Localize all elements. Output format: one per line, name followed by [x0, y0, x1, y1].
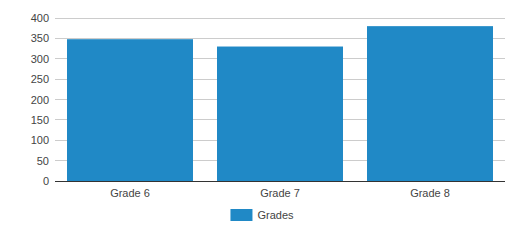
x-axis-line — [55, 181, 505, 182]
legend-label: Grades — [257, 209, 294, 221]
y-tick-label: 150 — [31, 114, 49, 126]
x-tick-label: Grade 6 — [110, 187, 150, 199]
y-tick-label: 200 — [31, 94, 49, 106]
chart-container: 0 50 100 150 200 250 300 350 400 Grade 6 Grade 7 Gr… — [0, 0, 524, 230]
chart-svg: 0 50 100 150 200 250 300 350 400 Grade 6 Grade 7 Gr… — [0, 0, 524, 230]
y-tick-label: 400 — [31, 12, 49, 24]
bar — [217, 47, 343, 181]
y-tick-label: 0 — [43, 175, 49, 187]
y-tick-label: 100 — [31, 134, 49, 146]
bar — [67, 39, 193, 181]
y-tick-label: 250 — [31, 73, 49, 85]
grid-line — [55, 18, 505, 19]
x-tick-label: Grade 8 — [410, 187, 450, 199]
legend-swatch — [230, 209, 252, 221]
y-tick-label: 50 — [37, 155, 49, 167]
y-tick-label: 300 — [31, 53, 49, 65]
grid-line — [55, 181, 505, 182]
y-tick-label: 350 — [31, 32, 49, 44]
legend: Grades — [230, 209, 294, 221]
bars — [67, 26, 493, 181]
x-tick-label: Grade 7 — [260, 187, 300, 199]
bar — [367, 26, 493, 181]
